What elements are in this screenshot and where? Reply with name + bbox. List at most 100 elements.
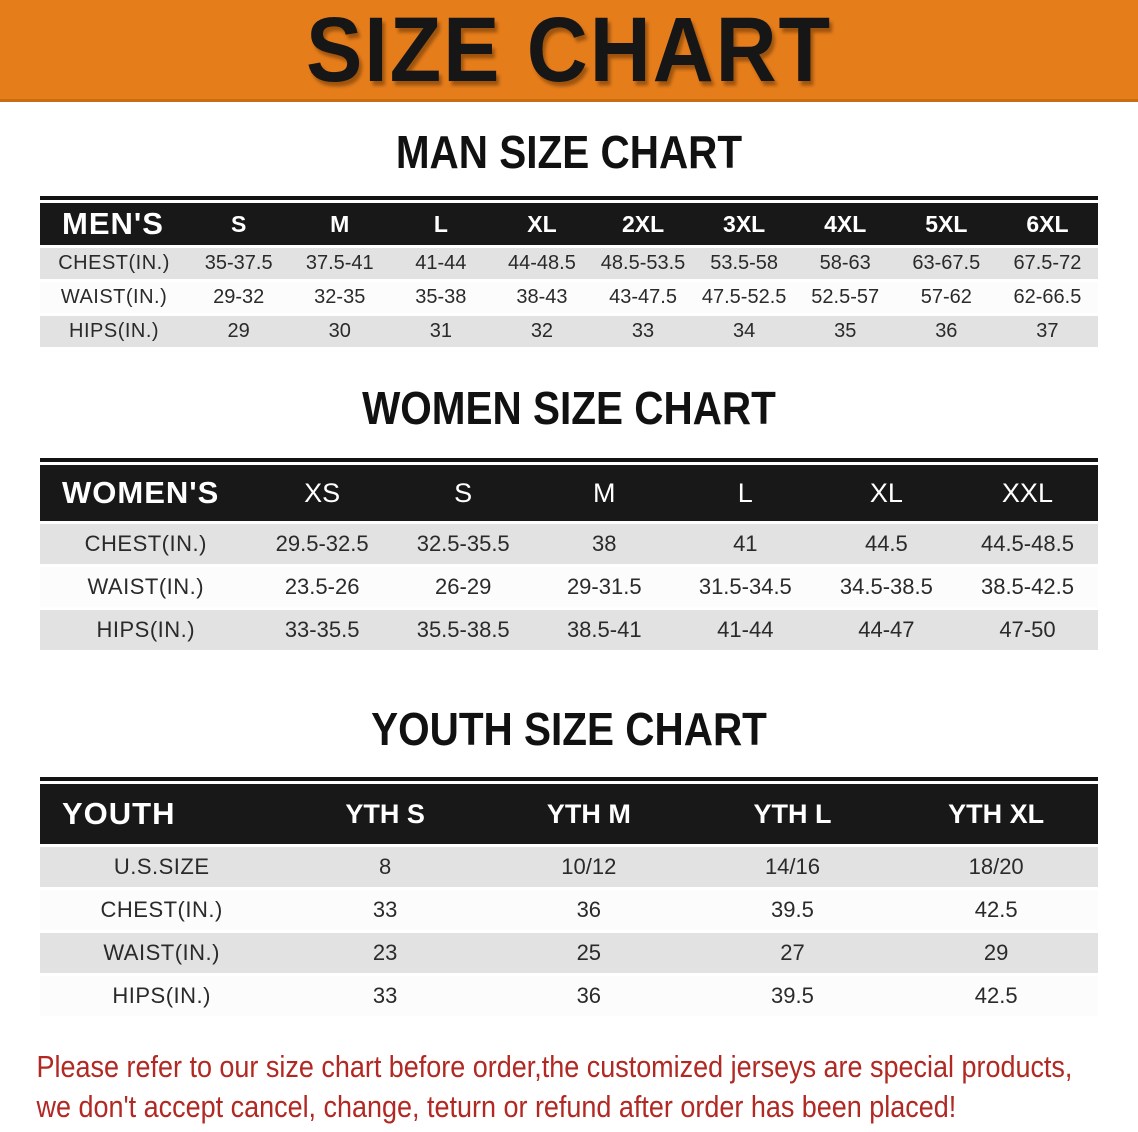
women-cell-waist-in-xl: 34.5-38.5 — [815, 567, 957, 607]
men-cell-chest-in-l: 41-44 — [390, 248, 492, 279]
men-cell-waist-in-6xl: 62-66.5 — [996, 282, 1098, 313]
men-cell-waist-in-s: 29-32 — [188, 282, 290, 313]
men-cell-hips-in-m: 30 — [289, 316, 391, 347]
men-cell-hips-in-xl: 32 — [491, 316, 593, 347]
women-cell-chest-in-xxl: 44.5-48.5 — [956, 524, 1098, 564]
men-cell-waist-in-xl: 38-43 — [491, 282, 593, 313]
men-col-6xl: 6XL — [996, 203, 1098, 245]
men-col-2xl: 2XL — [592, 203, 694, 245]
youth-col-yth-s: YTH S — [283, 784, 487, 844]
men-cell-chest-in-4xl: 58-63 — [794, 248, 896, 279]
women-cell-hips-in-m: 38.5-41 — [533, 610, 675, 650]
youth-section-title: YOUTH SIZE CHART — [371, 703, 767, 755]
youth-cell-hips-in-yth-s: 33 — [283, 976, 487, 1016]
youth-header-row: YOUTH YTH S YTH M YTH L YTH XL — [40, 784, 1098, 844]
women-row-label-waist-in: WAIST(IN.) — [40, 567, 252, 607]
youth-cell-chest-in-yth-xl: 42.5 — [894, 890, 1098, 930]
men-header-row: MEN'S S M L XL 2XL 3XL 4XL 5XL 6XL — [40, 203, 1098, 245]
youth-cell-waist-in-yth-xl: 29 — [894, 933, 1098, 973]
women-cell-waist-in-s: 26-29 — [392, 567, 534, 607]
women-cell-hips-in-xxl: 47-50 — [956, 610, 1098, 650]
men-size-table: MEN'S S M L XL 2XL 3XL 4XL 5XL 6XL CHEST(IN.) 35-37… — [40, 196, 1098, 350]
youth-size-table: YOUTH YTH S YTH M YTH L YTH XL U.S.SIZE 8 10/12… — [40, 777, 1098, 1019]
men-cell-waist-in-5xl: 57-62 — [895, 282, 997, 313]
men-row-label-hips-in: HIPS(IN.) — [40, 316, 189, 347]
disclaimer-line-1: Please refer to our size chart before or… — [36, 1049, 1073, 1084]
men-cell-hips-in-6xl: 37 — [996, 316, 1098, 347]
youth-row-label-waist-in: WAIST(IN.) — [40, 933, 284, 973]
men-cell-hips-in-5xl: 36 — [895, 316, 997, 347]
men-col-4xl: 4XL — [794, 203, 896, 245]
youth-cell-u-s-size-yth-m: 10/12 — [486, 847, 691, 887]
men-cell-hips-in-l: 31 — [390, 316, 492, 347]
women-cell-chest-in-s: 32.5-35.5 — [392, 524, 534, 564]
youth-col-yth-l: YTH L — [690, 784, 895, 844]
men-col-3xl: 3XL — [693, 203, 795, 245]
youth-cell-waist-in-yth-l: 27 — [690, 933, 895, 973]
men-row-chest-in: CHEST(IN.) 35-37.5 37.5-41 41-44 44-48.5 48.5… — [40, 248, 1098, 279]
women-cell-chest-in-xs: 29.5-32.5 — [251, 524, 393, 564]
youth-col-yth-m: YTH M — [486, 784, 691, 844]
youth-row-u-s-size: U.S.SIZE 8 10/12 14/16 18/20 — [40, 847, 1098, 887]
women-cell-chest-in-m: 38 — [533, 524, 675, 564]
women-cell-hips-in-xs: 33-35.5 — [251, 610, 393, 650]
youth-section: YOUTH SIZE CHART YOUTH YTH S YTH M YTH L YTH… — [0, 705, 1138, 1019]
women-row-chest-in: CHEST(IN.) 29.5-32.5 32.5-35.5 38 41 44.5 44.5… — [40, 524, 1098, 564]
youth-cell-waist-in-yth-m: 25 — [486, 933, 691, 973]
men-cell-chest-in-xl: 44-48.5 — [491, 248, 593, 279]
banner: SIZE CHART — [0, 0, 1138, 102]
youth-row-hips-in: HIPS(IN.) 33 36 39.5 42.5 — [40, 976, 1098, 1016]
women-row-hips-in: HIPS(IN.) 33-35.5 35.5-38.5 38.5-41 41-44 44-… — [40, 610, 1098, 650]
banner-title: SIZE CHART — [305, 0, 833, 101]
youth-cell-chest-in-yth-m: 36 — [486, 890, 691, 930]
youth-cell-hips-in-yth-m: 36 — [486, 976, 691, 1016]
youth-row-label-chest-in: CHEST(IN.) — [40, 890, 284, 930]
women-cell-chest-in-xl: 44.5 — [815, 524, 957, 564]
men-cell-waist-in-3xl: 47.5-52.5 — [693, 282, 795, 313]
women-cell-waist-in-xxl: 38.5-42.5 — [956, 567, 1098, 607]
men-cell-hips-in-2xl: 33 — [592, 316, 694, 347]
men-col-xl: XL — [491, 203, 593, 245]
women-row-label-hips-in: HIPS(IN.) — [40, 610, 252, 650]
women-header-label: WOMEN'S — [40, 465, 252, 521]
men-row-label-waist-in: WAIST(IN.) — [40, 282, 189, 313]
disclaimer-line-2: we don't accept cancel, change, teturn o… — [36, 1089, 957, 1124]
women-col-xl: XL — [815, 465, 957, 521]
women-col-s: S — [392, 465, 534, 521]
women-col-m: M — [533, 465, 675, 521]
youth-row-waist-in: WAIST(IN.) 23 25 27 29 — [40, 933, 1098, 973]
youth-cell-hips-in-yth-xl: 42.5 — [894, 976, 1098, 1016]
men-cell-waist-in-4xl: 52.5-57 — [794, 282, 896, 313]
youth-cell-u-s-size-yth-xl: 18/20 — [894, 847, 1098, 887]
women-row-waist-in: WAIST(IN.) 23.5-26 26-29 29-31.5 31.5-34.5 34… — [40, 567, 1098, 607]
women-cell-hips-in-l: 41-44 — [674, 610, 816, 650]
men-cell-chest-in-6xl: 67.5-72 — [996, 248, 1098, 279]
men-row-label-chest-in: CHEST(IN.) — [40, 248, 189, 279]
women-cell-waist-in-xs: 23.5-26 — [251, 567, 393, 607]
men-cell-waist-in-2xl: 43-47.5 — [592, 282, 694, 313]
men-section: MAN SIZE CHART MEN'S S M L XL 2XL 3XL 4XL 5XL 6XL… — [0, 128, 1138, 350]
women-cell-waist-in-l: 31.5-34.5 — [674, 567, 816, 607]
men-cell-hips-in-3xl: 34 — [693, 316, 795, 347]
men-cell-chest-in-m: 37.5-41 — [289, 248, 391, 279]
women-section-title: WOMEN SIZE CHART — [362, 382, 776, 434]
women-cell-waist-in-m: 29-31.5 — [533, 567, 675, 607]
women-cell-chest-in-l: 41 — [674, 524, 816, 564]
youth-col-yth-xl: YTH XL — [894, 784, 1098, 844]
men-row-waist-in: WAIST(IN.) 29-32 32-35 35-38 38-43 43-47.5 47.… — [40, 282, 1098, 313]
youth-cell-waist-in-yth-s: 23 — [283, 933, 487, 973]
youth-cell-chest-in-yth-l: 39.5 — [690, 890, 895, 930]
men-col-m: M — [289, 203, 391, 245]
men-col-l: L — [390, 203, 492, 245]
men-cell-chest-in-2xl: 48.5-53.5 — [592, 248, 694, 279]
youth-header-label: YOUTH — [40, 784, 284, 844]
women-size-table: WOMEN'S XS S M L XL XXL CHEST(IN.) 29.5-32.5 32.5… — [40, 458, 1098, 653]
men-col-5xl: 5XL — [895, 203, 997, 245]
men-cell-chest-in-5xl: 63-67.5 — [895, 248, 997, 279]
women-header-row: WOMEN'S XS S M L XL XXL — [40, 465, 1098, 521]
men-cell-hips-in-s: 29 — [188, 316, 290, 347]
women-cell-hips-in-s: 35.5-38.5 — [392, 610, 534, 650]
women-section: WOMEN SIZE CHART WOMEN'S XS S M L XL XXL CHEST(… — [0, 384, 1138, 653]
youth-row-label-u-s-size: U.S.SIZE — [40, 847, 284, 887]
men-row-hips-in: HIPS(IN.) 29 30 31 32 33 34 35 36 37 — [40, 316, 1098, 347]
